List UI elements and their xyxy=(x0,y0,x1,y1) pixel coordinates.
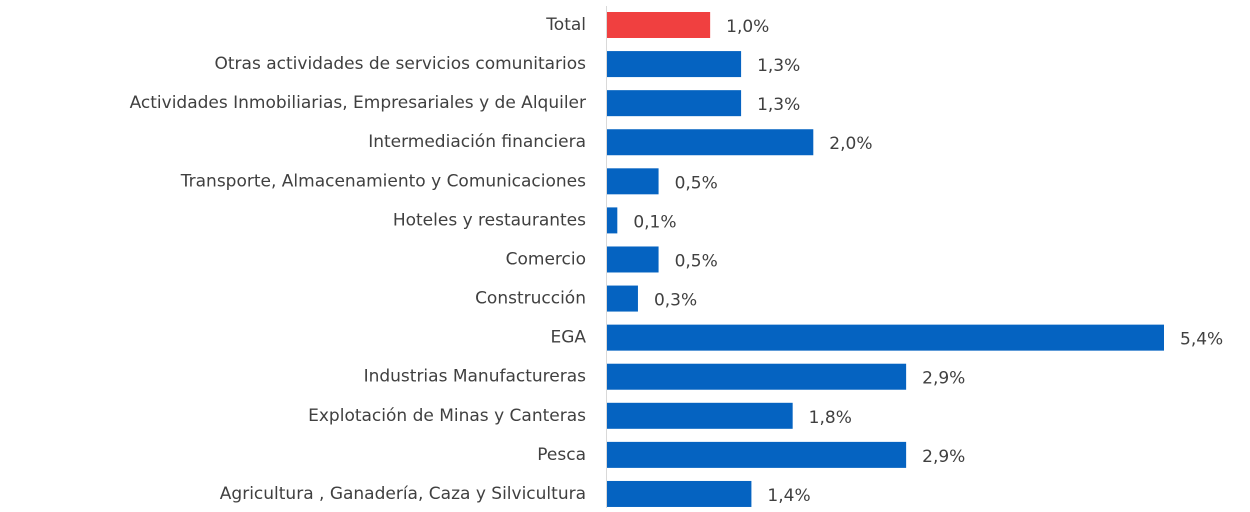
category-label: Actividades Inmobiliarias, Empresariales… xyxy=(130,93,586,113)
bar xyxy=(607,168,659,195)
value-label: 5,4% xyxy=(1180,330,1223,350)
category-label: Industrias Manufactureras xyxy=(364,367,587,387)
bar xyxy=(607,51,742,78)
bar xyxy=(607,12,711,38)
value-label: 1,0% xyxy=(726,17,769,37)
value-label: 1,3% xyxy=(757,95,800,115)
category-label: Otras actividades de servicios comunitar… xyxy=(215,54,587,74)
value-label: 1,4% xyxy=(767,486,810,506)
bar xyxy=(607,129,814,156)
category-label: Hoteles y restaurantes xyxy=(393,210,586,230)
value-label: 2,9% xyxy=(922,369,965,389)
category-label: Pesca xyxy=(537,445,586,465)
value-label: 0,5% xyxy=(675,251,718,271)
bar xyxy=(607,246,659,273)
value-label: 1,3% xyxy=(757,56,800,76)
value-label: 0,5% xyxy=(675,173,718,193)
bar xyxy=(607,207,618,234)
category-label: Intermediación financiera xyxy=(368,132,586,152)
category-label: Transporte, Almacenamiento y Comunicacio… xyxy=(180,171,586,191)
category-label: Comercio xyxy=(506,249,586,269)
category-label: Explotación de Minas y Canteras xyxy=(308,406,586,426)
bar xyxy=(607,363,907,390)
value-label: 0,1% xyxy=(633,212,676,232)
value-label: 2,0% xyxy=(829,134,872,154)
bar xyxy=(607,480,752,507)
value-label: 1,8% xyxy=(809,408,852,428)
category-label: Total xyxy=(545,15,586,35)
category-label: Agricultura , Ganadería, Caza y Silvicul… xyxy=(220,484,586,504)
category-label: EGA xyxy=(550,328,586,348)
bar xyxy=(607,324,1164,351)
category-label: Construcción xyxy=(475,289,586,309)
value-label: 2,9% xyxy=(922,447,965,467)
bar xyxy=(607,90,742,117)
bar xyxy=(607,285,638,312)
value-label: 0,3% xyxy=(654,291,697,311)
bar xyxy=(607,402,793,429)
bar xyxy=(607,441,907,468)
